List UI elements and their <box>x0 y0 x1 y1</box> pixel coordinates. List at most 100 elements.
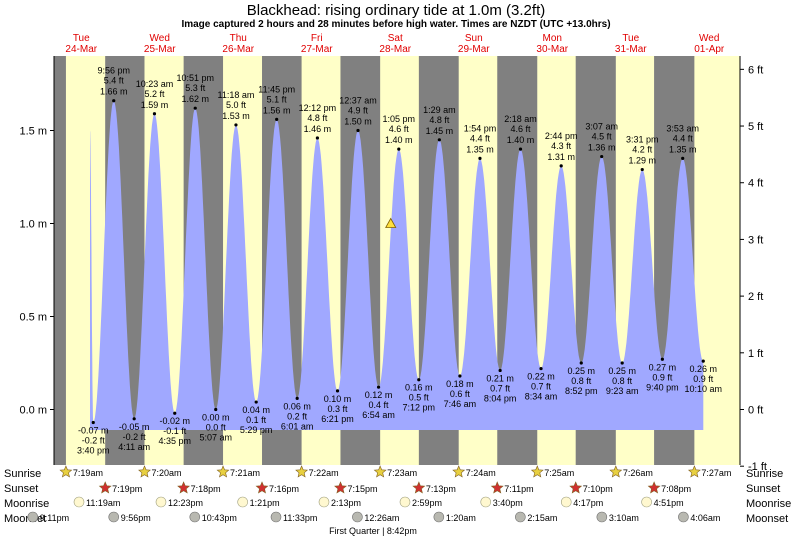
tide-point <box>214 407 218 412</box>
sunset-icon <box>647 481 661 494</box>
tide-point <box>295 396 299 400</box>
tide-time-label: 11:18 am <box>218 90 255 100</box>
moonrise-icon <box>641 496 652 508</box>
tide-ft-label: 0.5 ft <box>409 393 430 403</box>
tide-m-label: 0.16 m <box>405 383 433 393</box>
day-labels: Tue24-MarWed25-MarThu26-MarFri27-MarSat2… <box>65 33 725 55</box>
sunrise-time-label: 7:26am <box>623 468 653 478</box>
tide-m-label: 1.62 m <box>181 94 209 104</box>
sunset-icon <box>255 481 269 494</box>
tide-m-label: 0.00 m <box>202 413 230 423</box>
tide-point <box>193 106 197 110</box>
tide-point <box>539 366 543 371</box>
y-left-tick-label: 0.5 m <box>19 312 47 324</box>
tide-time-label: 4:11 am <box>118 442 150 452</box>
tide-point <box>315 136 320 140</box>
tide-m-label: 1.66 m <box>100 87 128 97</box>
tide-time-label: 6:01 am <box>281 421 314 431</box>
tide-ft-label: -0.1 ft <box>163 426 187 436</box>
tide-point <box>335 389 340 393</box>
tide-point <box>579 361 583 365</box>
sunrise-icon <box>295 465 309 478</box>
sunset-icon <box>98 481 112 494</box>
chart-title: Blackhead: rising ordinary tide at 1.0m … <box>247 2 545 19</box>
tide-ft-label: 5.3 ft <box>185 83 206 93</box>
tide-ft-label: 0.3 ft <box>328 404 349 414</box>
y-right-tick-label: 0 ft <box>748 405 763 417</box>
tide-m-label: 0.04 m <box>242 405 270 415</box>
sunset-time-label: 7:11pm <box>504 484 533 494</box>
tide-m-label: 1.59 m <box>141 100 169 110</box>
moonset-time-label: 12:26am <box>364 513 399 523</box>
moonset-time-label: 9:56pm <box>121 513 151 523</box>
row-label-sunrise-right: Sunrise <box>746 468 783 480</box>
tide-ft-label: 5.2 ft <box>144 89 165 99</box>
moonset-time-label: 10:43pm <box>202 513 237 523</box>
tide-point <box>640 167 644 172</box>
y-right-tick-label: 3 ft <box>748 234 763 246</box>
tide-time-label: 7:46 am <box>444 399 477 409</box>
tide-point <box>397 147 401 151</box>
tide-m-label: 1.36 m <box>588 143 616 153</box>
tide-time-label: 1:29 am <box>423 105 456 115</box>
y-right-tick-label: 5 ft <box>748 121 763 133</box>
sunrise-icon <box>452 465 466 478</box>
y-right-tick-label: 6 ft <box>748 64 763 76</box>
tide-time-label: 5:29 pm <box>240 425 273 435</box>
current-tide-triangle <box>385 217 397 228</box>
tide-time-label: 11:45 pm <box>258 84 295 94</box>
tide-m-label: 1.56 m <box>263 105 291 115</box>
tide-point <box>498 368 502 373</box>
row-label-sunset-left: Sunset <box>4 483 38 495</box>
tide-labels: -0.07 m-0.2 ft3:40 pm9:56 pm5.4 ft1.66 m… <box>77 66 722 456</box>
moonset-time-label: 11:33pm <box>283 513 317 523</box>
tide-m-label: 0.10 m <box>324 394 352 404</box>
sunrise-icon <box>373 465 387 478</box>
tide-ft-label: 0.6 ft <box>450 389 471 399</box>
moonset-icon <box>433 511 445 523</box>
tide-m-label: 1.53 m <box>222 111 250 121</box>
moonrise-time-label: 2:13pm <box>331 498 361 508</box>
tide-time-label: 9:23 am <box>606 386 639 396</box>
moonset-time-label: 1:20am <box>446 513 476 523</box>
tide-time-label: 10:51 pm <box>176 73 214 83</box>
sunset-time-label: 7:18pm <box>191 484 221 494</box>
tide-m-label: 1.31 m <box>547 152 575 162</box>
tide-point <box>681 156 685 160</box>
y-right-tick-label: -1 ft <box>748 461 767 473</box>
sunrise-icon <box>530 465 544 478</box>
tide-m-label: 0.25 m <box>608 366 636 376</box>
tide-point <box>478 156 482 160</box>
sunrise-time-label: 7:21am <box>230 468 260 478</box>
tide-time-label: 5:07 am <box>199 433 232 443</box>
tide-m-label: 1.29 m <box>628 156 656 166</box>
tide-ft-label: 0.8 ft <box>612 376 633 386</box>
day-label-date: 24-Mar <box>65 44 97 55</box>
tide-m-label: 0.26 m <box>689 364 717 374</box>
moonset-icon <box>108 511 120 523</box>
tide-ft-label: 4.2 ft <box>632 145 653 155</box>
tide-ft-label: 4.3 ft <box>551 141 572 151</box>
tide-point <box>275 117 279 121</box>
row-label-moonrise-left: Moonrise <box>4 498 49 510</box>
y-left-tick-label: 1.5 m <box>19 126 47 138</box>
day-label-date: 01-Apr <box>694 44 725 55</box>
tide-point <box>112 99 116 103</box>
tide-point <box>437 138 441 142</box>
tide-time-label: 3:31 pm <box>626 135 659 145</box>
moonset-time-label: 3:10am <box>609 513 639 523</box>
tide-point <box>660 357 664 361</box>
moonset-time-label: 2:15am <box>527 513 557 523</box>
axes: 0.0 m 0.5 m 1.0 m 1.5 m -1 ft 0 ft 1 ft 2 ft 3 f… <box>19 56 767 473</box>
tide-ft-label: 5.1 ft <box>267 94 288 104</box>
day-label-date: 27-Mar <box>301 44 333 55</box>
tide-point <box>620 361 624 365</box>
y-right-tick-label: 2 ft <box>748 291 763 303</box>
tide-ft-label: -0.2 ft <box>82 436 106 446</box>
day-label-dow: Tue <box>73 33 90 44</box>
y-right-tick-label: 4 ft <box>748 178 763 190</box>
sunset-time-label: 7:19pm <box>112 484 142 494</box>
current-tide-marker <box>385 217 397 228</box>
tide-point <box>417 378 421 382</box>
